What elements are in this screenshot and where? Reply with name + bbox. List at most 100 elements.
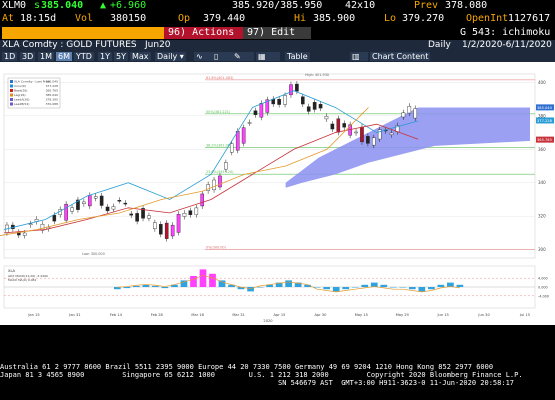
footer-line-2: Japan 81 3 4565 8900 Singapore 65 6212 1… — [0, 371, 523, 379]
fib-label: 0%(300.00) — [206, 246, 227, 250]
series-line-2 — [3, 123, 419, 234]
last-price: 385.040 — [41, 0, 84, 11]
ticker[interactable]: XLM0 — [2, 0, 27, 11]
x-tick-label: Jan 31 — [68, 313, 80, 317]
candle-body — [360, 126, 364, 143]
candle-body — [194, 207, 199, 215]
x-tick-label: Feb 28 — [151, 313, 164, 317]
quote-row-2: At 18:15d Vol 380150 Op 379.440 Hi 385.9… — [0, 13, 555, 26]
macd-bar — [228, 284, 235, 287]
x-tick-label: Apr 15 — [274, 313, 286, 317]
candle-body — [218, 175, 222, 188]
price-tag — [536, 117, 554, 124]
legend-label: Conv(9) — [14, 84, 26, 88]
candle-body — [111, 206, 116, 210]
candle-body — [22, 232, 27, 236]
x-tick-label: May 15 — [355, 313, 368, 317]
x-tick-label: Jun 30 — [477, 313, 490, 317]
tab-1m[interactable]: 1M — [38, 52, 54, 61]
legend-value: 378.395 — [46, 98, 58, 102]
ichimoku-chart[interactable]: 400 380 360 340 320 300 61.8%(401.483) 50%(381.… — [0, 62, 555, 325]
daily-dropdown[interactable]: Daily ▾ — [155, 52, 186, 61]
chart-style-icon[interactable]: ▯ — [212, 52, 232, 61]
legend-swatch — [10, 89, 13, 92]
legend-label: Base(26) — [14, 89, 27, 93]
change-arrow-icon: ▲ — [100, 0, 107, 11]
candle-body — [283, 95, 287, 105]
x-tick-label: Mar 16 — [191, 313, 204, 317]
edit-button[interactable]: 97) Edit ▾ — [243, 27, 311, 50]
table-button[interactable]: Table — [285, 52, 310, 61]
command-input[interactable] — [2, 27, 168, 39]
candle-body — [70, 207, 74, 212]
candle-body — [206, 184, 210, 191]
candle-body — [247, 122, 252, 124]
lo-value: 379.270 — [402, 13, 445, 24]
ichimoku-cloud — [285, 107, 530, 188]
candle-body — [241, 127, 246, 144]
tab-1y[interactable]: 1Y — [98, 52, 112, 61]
actions-number: 96) — [168, 27, 187, 38]
chart-content-button[interactable]: Chart Content — [370, 52, 431, 61]
tab-5y[interactable]: 5Y — [114, 52, 128, 61]
tab-3d[interactable]: 3D — [20, 52, 36, 61]
candle-body — [330, 123, 335, 130]
candle-body — [82, 201, 86, 204]
tab-ytd[interactable]: YTD — [74, 52, 94, 61]
macd-legend-2: MACD MA(9) 9.082 — [8, 278, 36, 282]
security-name[interactable]: XLA Comdty : GOLD FUTURES — [2, 40, 137, 50]
legend-label: XLA Comdty - Last Price — [14, 80, 50, 84]
line-type-icon[interactable]: ∿ — [194, 52, 212, 61]
candle-body — [265, 99, 270, 113]
macd-bar — [114, 287, 121, 290]
candle-body — [76, 199, 80, 210]
legend-value: 365.765 — [46, 89, 58, 93]
macd-bar — [190, 276, 197, 287]
tab-max[interactable]: Max — [130, 52, 151, 61]
candle-body — [366, 136, 370, 144]
legend-value: 385.040 — [46, 93, 58, 97]
macd-bar — [313, 287, 321, 288]
macd-bar — [142, 284, 150, 287]
date-range[interactable]: 1/2/2020-6/11/2020 — [462, 40, 552, 50]
x-tick-label: Feb 14 — [110, 313, 123, 317]
fib-label: 23.6%(345.120) — [206, 170, 234, 174]
macd-bar — [304, 284, 312, 287]
candle-body — [224, 162, 228, 170]
candle-body — [295, 83, 299, 92]
x-tick-label: May 29 — [396, 313, 410, 317]
macd-bar — [256, 287, 264, 288]
macd-signal-line — [117, 274, 460, 293]
actions-button[interactable]: 96) Actions ▾ — [164, 27, 244, 50]
candle-body — [389, 132, 394, 136]
lo-label: Lo — [384, 13, 397, 24]
page-title: G 543: ichimoku — [460, 27, 551, 38]
draw-tool-icon[interactable]: ✎ — [232, 52, 254, 61]
command-toolbar: 96) Actions ▾ 97) Edit ▾ G 543: ichimoku — [0, 27, 555, 50]
legend-swatch — [10, 84, 13, 88]
macd-bar — [133, 285, 140, 287]
series-line-3 — [0, 107, 369, 236]
macd-bar — [237, 287, 245, 290]
fib-label: 50%(381.221) — [206, 110, 231, 114]
grid-icon[interactable]: ▦ — [256, 52, 280, 61]
macd-bar — [408, 287, 416, 290]
candle-body — [212, 179, 216, 191]
price-tick-label: 340 — [538, 180, 546, 185]
macd-tick-label: 4.000 — [538, 277, 548, 281]
legend-value: 385.040 — [46, 80, 58, 84]
candle-body — [413, 108, 418, 119]
macd-bar — [389, 287, 397, 288]
candle-body — [253, 110, 258, 115]
tab-6m[interactable]: 6M — [56, 52, 72, 61]
legend-swatch — [10, 98, 13, 101]
macd-bar — [171, 284, 178, 287]
candle-body — [164, 222, 169, 239]
tab-1d[interactable]: 1D — [2, 52, 18, 61]
candle-body — [117, 200, 122, 202]
candle-body — [306, 106, 311, 112]
candle-body — [135, 213, 139, 222]
footer-line-3: SN 546679 AST GMT+3:00 H911-3623-0 11-Ju… — [278, 379, 515, 387]
chart-icon[interactable]: ▥ — [350, 52, 368, 61]
legend-swatch — [10, 102, 13, 106]
